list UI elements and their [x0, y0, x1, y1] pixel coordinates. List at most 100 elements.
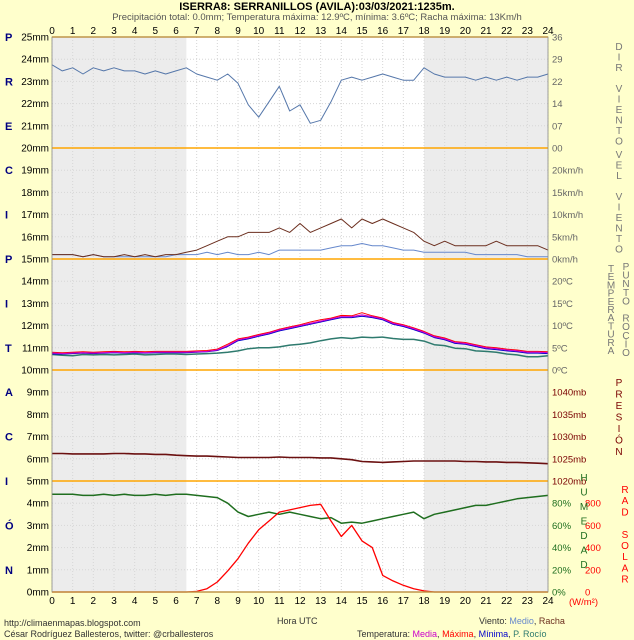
hour-label-top: 1 — [70, 26, 76, 37]
dew-point-line — [51, 336, 549, 358]
left-tick-label: 7mm — [27, 432, 49, 443]
hour-label-top: 11 — [274, 26, 285, 37]
pressure-vertical-label: R — [615, 390, 622, 401]
temperature-vertical-label: A — [608, 346, 615, 357]
temperature-vertical-label: A — [608, 313, 615, 324]
humidity-tick: 40% — [552, 543, 572, 554]
temperature-tick: 15ºC — [552, 299, 573, 310]
wind-legend-prefix: Viento: — [479, 616, 510, 626]
left-tick-label: 15mm — [21, 255, 49, 266]
left-tick-label: 0mm — [27, 588, 49, 599]
left-axis-letter: I — [5, 476, 8, 488]
left-tick-label: 8mm — [27, 410, 49, 421]
dew-point-vertical-label: Í — [625, 337, 628, 350]
left-axis-letter: A — [5, 387, 13, 399]
hour-label-bottom: 0 — [49, 596, 55, 607]
humidity-vertical-label: E — [581, 517, 588, 528]
left-tick-label: 17mm — [21, 210, 49, 221]
radiation-unit: (W/m²) — [569, 597, 598, 608]
temp-maxima-line — [51, 312, 549, 354]
hour-label-bottom: 15 — [356, 596, 368, 607]
pressure-tick: 1035mb — [552, 410, 586, 421]
left-tick-label: 23mm — [21, 77, 49, 88]
left-tick-label: 9mm — [27, 388, 49, 399]
humidity-tick: 80% — [552, 499, 572, 510]
pressure-tick: 1025mb — [552, 454, 586, 465]
hour-label-top: 24 — [542, 26, 554, 37]
hour-label-bottom: 18 — [418, 596, 430, 607]
hour-label-bottom: 17 — [398, 596, 410, 607]
legend-temp-rocio: P. Rocío — [513, 629, 547, 639]
wind-speed-vertical-label: E — [616, 213, 623, 224]
temperature-tick: 10ºC — [552, 321, 573, 332]
hour-label-bottom: 21 — [480, 596, 492, 607]
left-axis-letter: E — [5, 121, 12, 133]
hour-label-top: 2 — [91, 26, 97, 37]
hour-label-bottom: 9 — [235, 596, 241, 607]
hour-label-bottom: 6 — [173, 596, 179, 607]
hour-label-top: 18 — [418, 26, 430, 37]
author-credit: César Rodríguez Ballesteros, twitter: @c… — [4, 629, 214, 639]
temperature-tick: 0ºC — [552, 366, 568, 377]
wind-racha-line — [52, 218, 549, 258]
hour-label-bottom: 3 — [111, 596, 117, 607]
wind-dir-tick: 22 — [552, 77, 563, 88]
hour-label-bottom: 5 — [153, 596, 159, 607]
radiation-vertical-label: O — [621, 541, 629, 552]
hour-label-top: 15 — [356, 26, 368, 37]
legend-sep: , — [533, 616, 539, 626]
hour-label-top: 8 — [215, 26, 221, 37]
left-tick-label: 6mm — [27, 454, 49, 465]
legend-wind-racha: Racha — [538, 616, 565, 626]
left-tick-label: 5mm — [27, 477, 49, 488]
humidity-vertical-label: M — [580, 502, 588, 513]
blog-url[interactable]: http://climaenmapas.blogspot.com — [4, 618, 141, 628]
wind-speed-vertical-label: L — [616, 171, 622, 182]
left-tick-label: 24mm — [21, 55, 49, 66]
dew-point-vertical-label: O — [622, 348, 630, 359]
left-tick-label: 4mm — [27, 499, 49, 510]
dew-point-vertical-label: P — [623, 262, 630, 273]
hour-label-top: 17 — [398, 26, 410, 37]
legend-wind-medio: Medio — [509, 616, 534, 626]
hour-label-top: 6 — [173, 26, 179, 37]
dew-point-vertical-label: C — [622, 331, 629, 342]
pressure-vertical-label: E — [616, 401, 623, 412]
humidity-vertical-label: U — [580, 488, 587, 499]
hour-label-bottom: 16 — [377, 596, 389, 607]
hour-label-bottom: 4 — [132, 596, 138, 607]
wind-speed-vertical-label: V — [616, 150, 623, 161]
wind-speed-tick: 0km/h — [552, 255, 578, 266]
hour-label-bottom: 2 — [91, 596, 97, 607]
radiation-vertical-label: R — [621, 485, 628, 496]
left-axis-letter: C — [5, 165, 13, 177]
temp-legend-prefix: Temperatura: — [357, 629, 413, 639]
humidity-tick: 0% — [552, 588, 566, 599]
hour-label-bottom: 10 — [253, 596, 265, 607]
left-tick-label: 2mm — [27, 543, 49, 554]
dew-point-vertical-label: U — [622, 271, 629, 282]
humidity-tick: 20% — [552, 565, 572, 576]
wind-dir-vertical-label: I — [618, 53, 621, 64]
wind-speed-vertical-label: N — [615, 224, 622, 235]
hour-label-bottom: 22 — [501, 596, 513, 607]
pressure-tick: 1030mb — [552, 432, 586, 443]
wind-dir-tick: 00 — [552, 144, 563, 155]
wind-dir-tick: 29 — [552, 55, 563, 66]
hour-label-bottom: 13 — [315, 596, 327, 607]
radiation-vertical-label: D — [621, 507, 628, 518]
temperature-vertical-label: T — [608, 321, 614, 332]
left-tick-label: 3mm — [27, 521, 49, 532]
hour-label-bottom: 14 — [336, 596, 348, 607]
humidity-line — [52, 493, 549, 524]
radiation-tick: 800 — [585, 499, 601, 510]
left-tick-label: 1mm — [27, 565, 49, 576]
left-axis-letter: Ó — [5, 519, 14, 532]
x-axis-label: Hora UTC — [277, 616, 318, 626]
pressure-line — [52, 452, 549, 465]
hour-label-bottom: 19 — [439, 596, 451, 607]
wind-dir-vertical-label: D — [615, 42, 622, 53]
dew-point-vertical-label: R — [622, 314, 629, 325]
temperature-vertical-label: U — [607, 330, 614, 341]
